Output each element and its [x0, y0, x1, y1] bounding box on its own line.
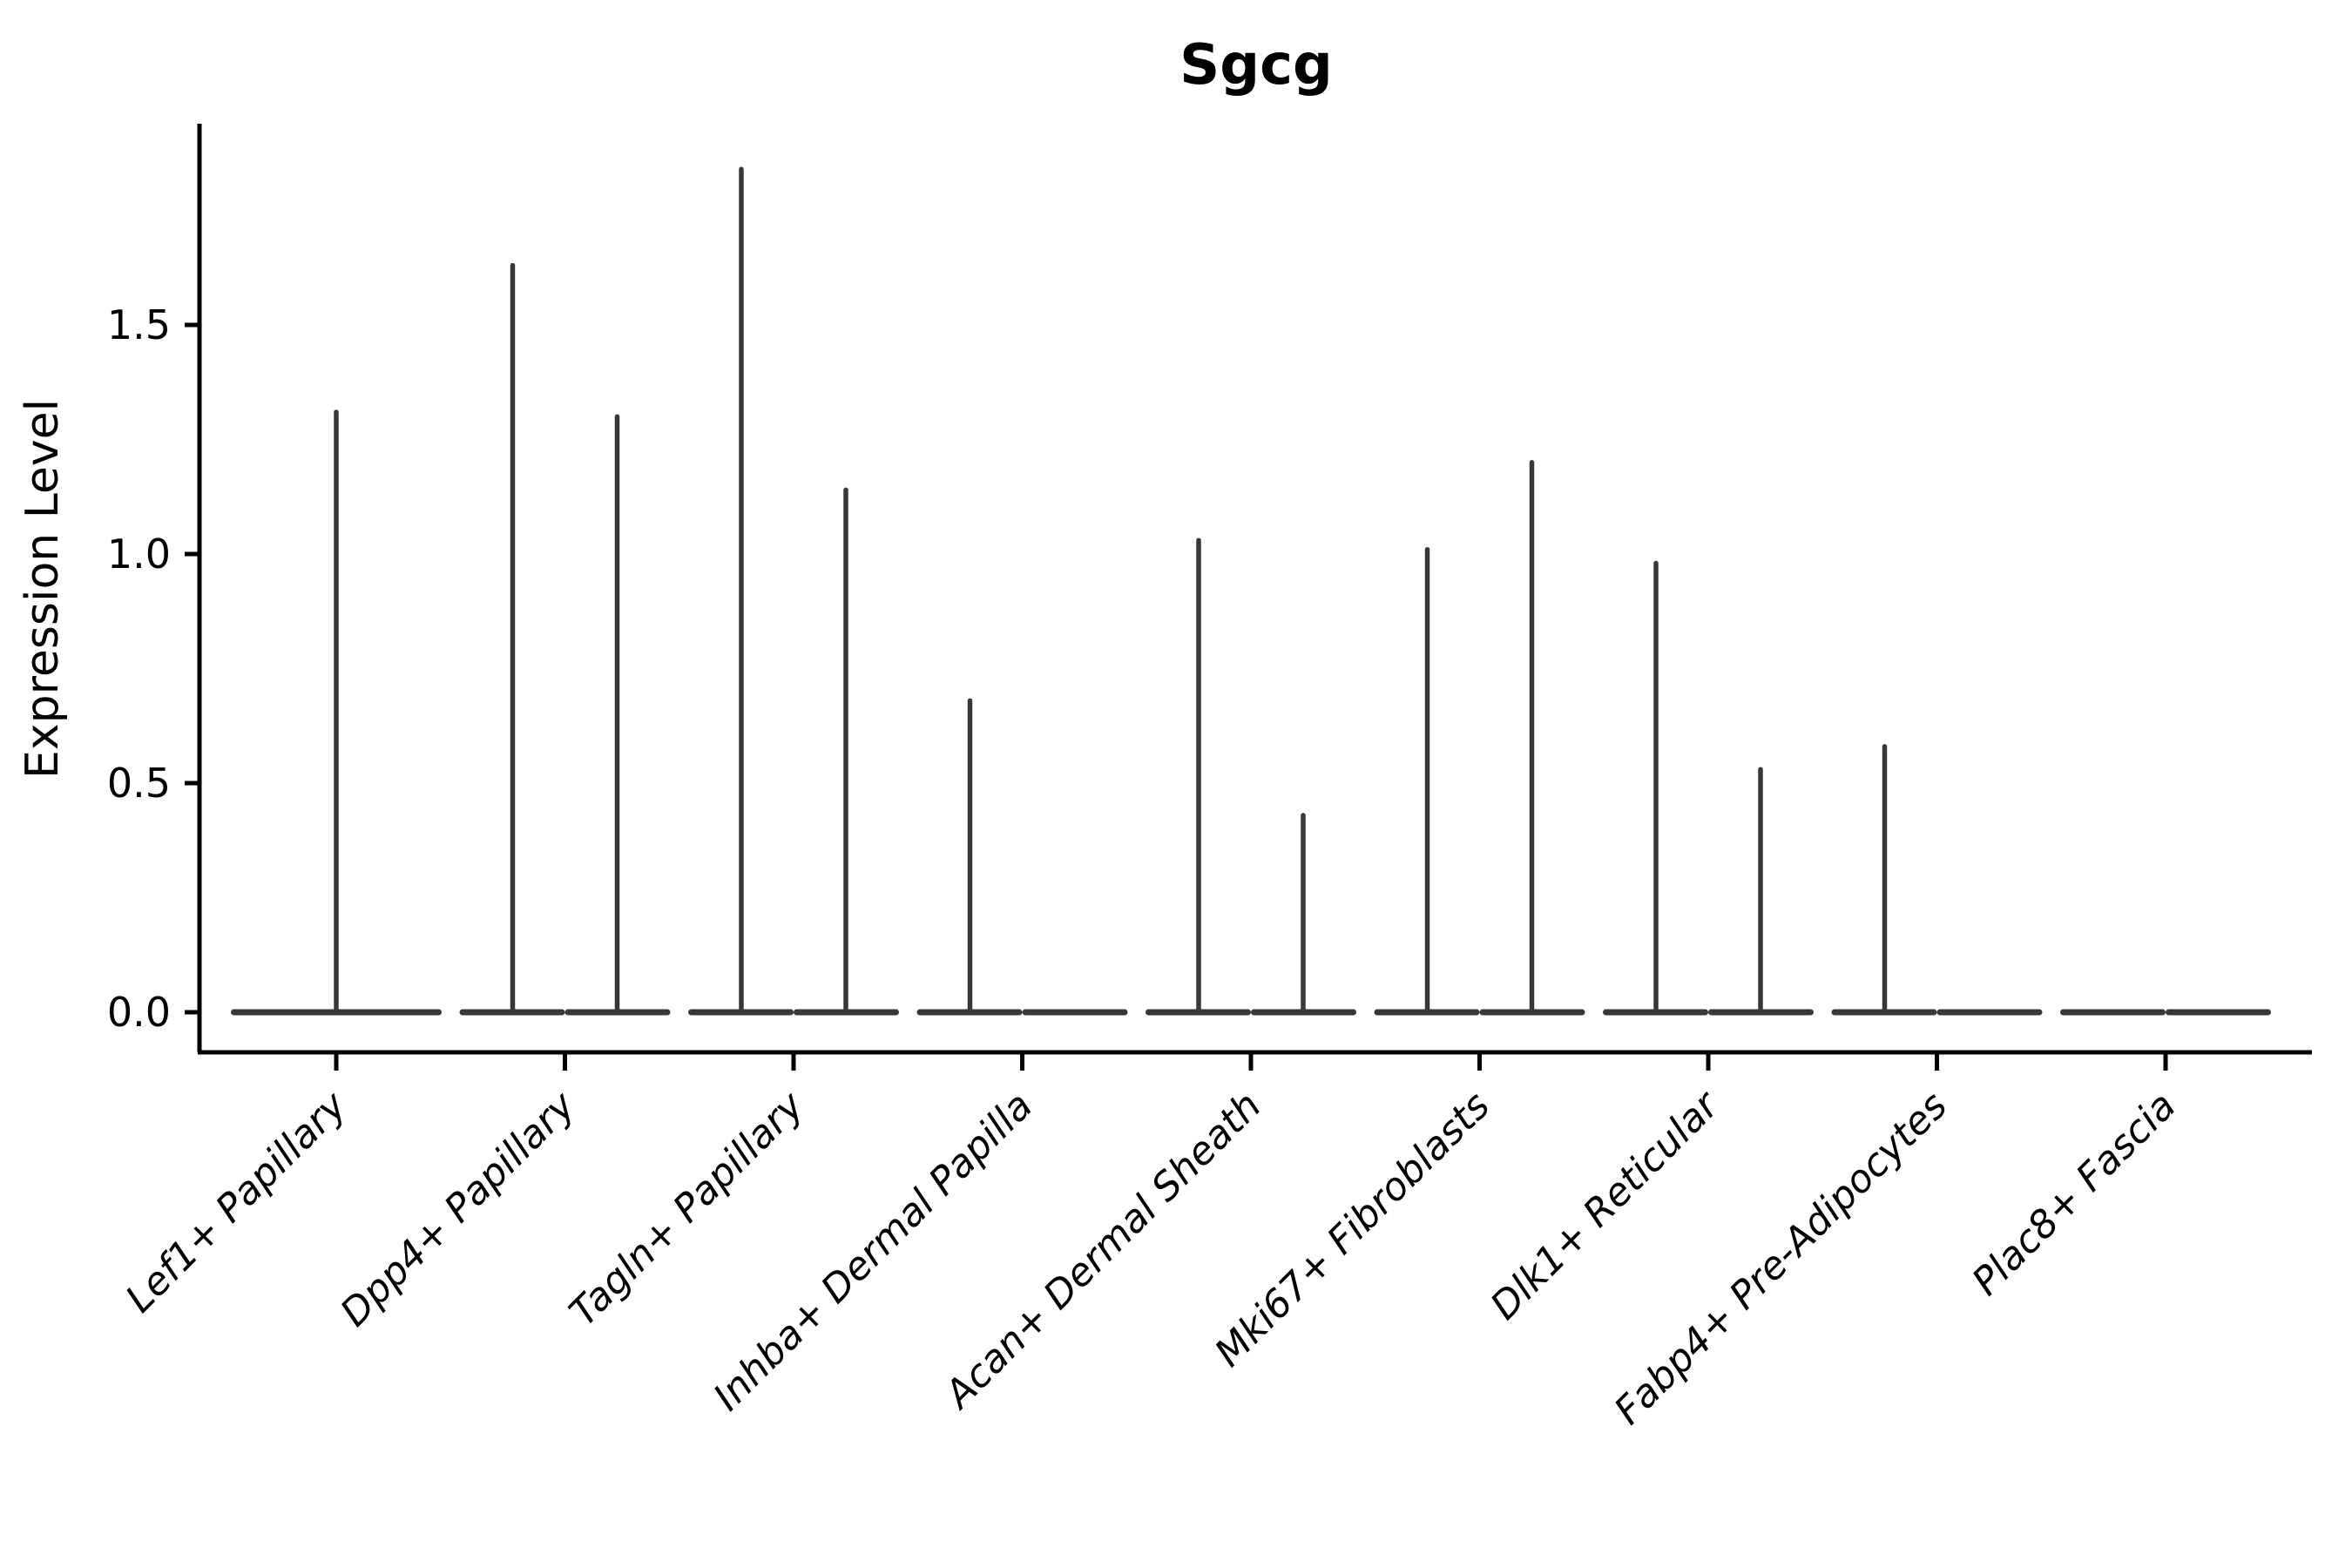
violin-base [2166, 1009, 2271, 1016]
x-tick-label: Plac8+ Fascia [1963, 1084, 2184, 1304]
x-tick-label: Dpp4+ Papillary [332, 1083, 585, 1335]
x-tick-label: Lef1+ Papillary [118, 1083, 356, 1321]
violin-base [1936, 1009, 2043, 1016]
x-tick-label: Tagln+ Papillary [561, 1083, 813, 1335]
y-axis-label: Expression Level [17, 399, 69, 779]
y-tick-label: 1.5 [107, 301, 171, 348]
violin-base [2060, 1009, 2166, 1016]
x-tick-label: Dlk1+ Reticular [1482, 1082, 1728, 1328]
y-tick-label: 0.0 [107, 989, 171, 1036]
y-tick-label: 0.5 [107, 760, 171, 807]
plot-title: Sgcg [1179, 33, 1333, 98]
y-tick-label: 1.0 [107, 531, 171, 578]
axes [197, 124, 2312, 1055]
violin-base [1022, 1009, 1128, 1016]
y-ticks-group: 0.0 0.5 1.0 1.5 [107, 301, 199, 1036]
violins-group [231, 166, 2271, 1016]
